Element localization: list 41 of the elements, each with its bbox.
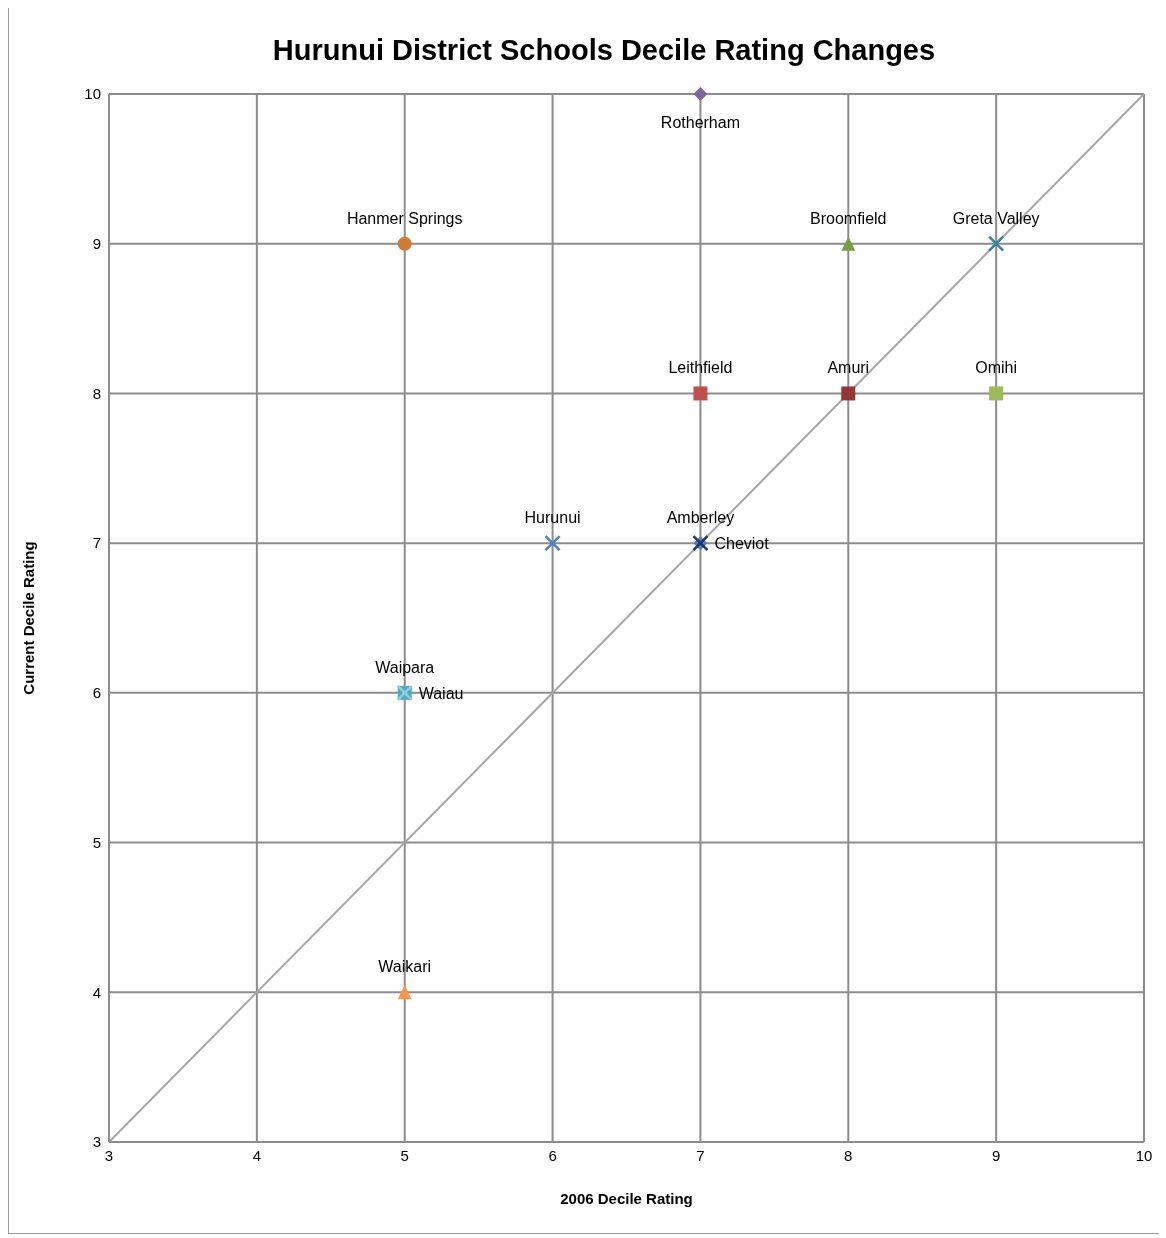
y-tick-label: 3: [92, 1133, 101, 1151]
x-tick-label: 10: [1135, 1146, 1153, 1164]
x-tick-label: 8: [844, 1146, 853, 1164]
point: [397, 985, 412, 1000]
point: [841, 236, 856, 251]
series-label: Amuri: [827, 359, 870, 377]
series-label: Waiau: [418, 684, 464, 702]
series-label: Amberley: [666, 509, 735, 527]
series-label: Waikari: [378, 958, 432, 976]
point: [841, 386, 856, 401]
series-label: Cheviot: [714, 535, 770, 553]
x-tick-label: 9: [991, 1146, 1001, 1164]
series-label: Waipara: [375, 658, 435, 676]
x-tick-label: 4: [252, 1146, 262, 1164]
series-label: Broomfield: [810, 209, 887, 227]
y-tick-label: 9: [92, 235, 101, 253]
y-tick-label: 10: [84, 85, 101, 103]
y-tick-label: 4: [92, 983, 101, 1001]
point: [989, 386, 1004, 401]
series-label: Hanmer Springs: [346, 209, 463, 227]
x-tick-label: 7: [696, 1146, 705, 1164]
y-tick-label: 8: [92, 384, 101, 402]
point: [397, 236, 412, 251]
x-axis-title: 2006 Decile Rating: [560, 1190, 693, 1207]
x-tick-label: 3: [104, 1146, 114, 1164]
x-tick-label: 6: [548, 1146, 557, 1164]
chart-title: Hurunui District Schools Decile Rating Changes: [271, 33, 937, 68]
y-axis-title: Current Decile Rating: [20, 541, 38, 695]
point: [693, 87, 708, 101]
y-tick-label: 6: [92, 684, 101, 702]
point: [693, 386, 708, 401]
series-label: Rotherham: [660, 114, 741, 131]
point: [987, 235, 1005, 252]
y-tick-label: 5: [92, 833, 101, 851]
series-label: Omihi: [975, 359, 1018, 377]
series-label: Greta Valley: [952, 209, 1040, 227]
y-tick-label: 7: [92, 534, 101, 552]
series-label: Hurunui: [524, 509, 581, 527]
point: [544, 534, 561, 552]
x-tick-label: 5: [400, 1146, 409, 1164]
series-label: Leithfield: [668, 359, 733, 377]
